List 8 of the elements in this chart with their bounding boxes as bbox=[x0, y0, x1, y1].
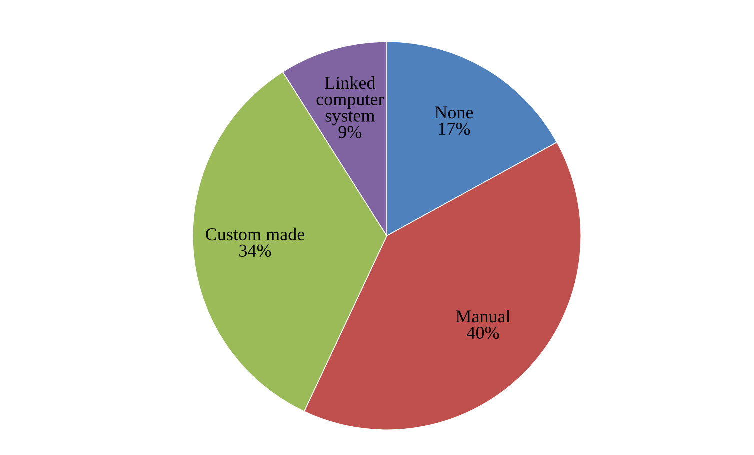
slice-label: Linked computer system bbox=[316, 76, 384, 126]
data-label: 40% bbox=[467, 326, 500, 340]
data-label: 17% bbox=[439, 122, 470, 136]
slice-label: Custom made bbox=[206, 228, 305, 241]
data-label: 34% bbox=[240, 244, 272, 258]
data-label: 9% bbox=[338, 126, 362, 138]
slice-label: None bbox=[435, 106, 474, 119]
slice-label: Manual bbox=[456, 310, 510, 323]
